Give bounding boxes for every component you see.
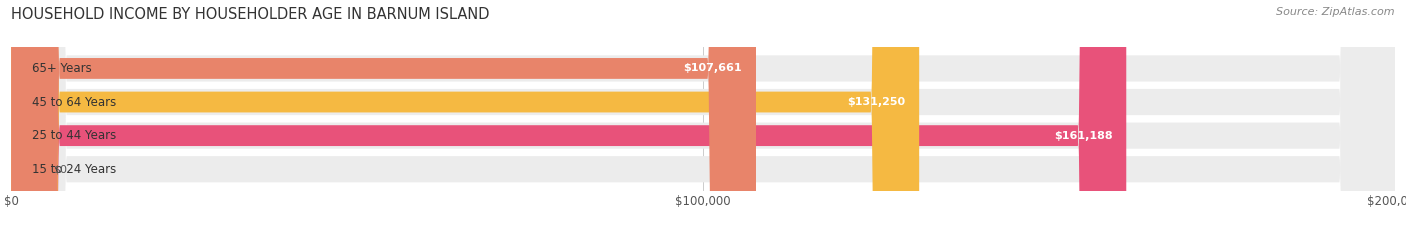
Text: $131,250: $131,250 (848, 97, 905, 107)
Text: $0: $0 (53, 164, 66, 174)
Text: 45 to 64 Years: 45 to 64 Years (32, 96, 117, 109)
FancyBboxPatch shape (11, 0, 756, 233)
FancyBboxPatch shape (11, 0, 1126, 233)
Text: HOUSEHOLD INCOME BY HOUSEHOLDER AGE IN BARNUM ISLAND: HOUSEHOLD INCOME BY HOUSEHOLDER AGE IN B… (11, 7, 489, 22)
FancyBboxPatch shape (11, 0, 920, 233)
FancyBboxPatch shape (11, 0, 1395, 233)
FancyBboxPatch shape (11, 0, 1395, 233)
Text: $161,188: $161,188 (1054, 131, 1112, 141)
Text: 65+ Years: 65+ Years (32, 62, 91, 75)
Text: 25 to 44 Years: 25 to 44 Years (32, 129, 117, 142)
FancyBboxPatch shape (11, 0, 1395, 233)
Text: 15 to 24 Years: 15 to 24 Years (32, 163, 117, 176)
FancyBboxPatch shape (11, 0, 1395, 233)
Text: Source: ZipAtlas.com: Source: ZipAtlas.com (1277, 7, 1395, 17)
Text: $107,661: $107,661 (683, 63, 742, 73)
